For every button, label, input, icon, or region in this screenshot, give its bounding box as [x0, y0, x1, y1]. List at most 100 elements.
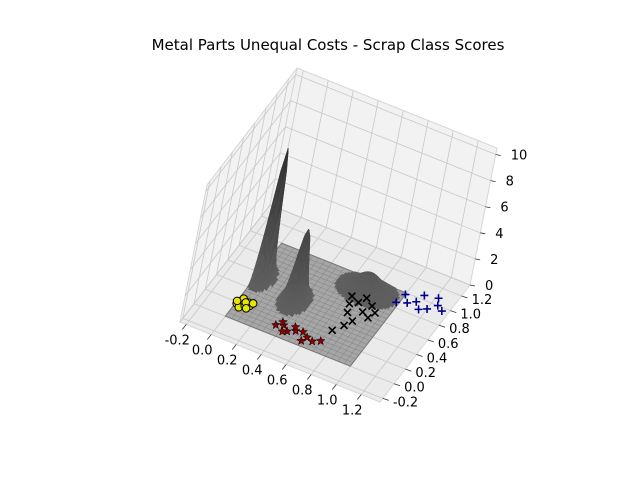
scatter-point [307, 336, 318, 346]
y-tick-label: 0.6 [438, 337, 459, 352]
y-tick-label: 1.2 [472, 293, 493, 308]
grid-line [184, 178, 276, 297]
scatter-point [339, 321, 349, 330]
y-tick-label: 0.8 [449, 322, 470, 337]
scatter-point [423, 304, 432, 313]
scatter-point [302, 332, 312, 342]
grid-line [182, 317, 383, 399]
grid-line [375, 110, 404, 248]
grid-line [450, 140, 479, 278]
grid-line [274, 178, 476, 260]
grid-line [189, 152, 281, 271]
grid-line [216, 137, 244, 275]
scatter-point [232, 296, 242, 306]
grid-line [182, 181, 211, 319]
y-tick-mark [405, 368, 412, 372]
grid-line [295, 74, 496, 155]
grid-line [238, 108, 267, 246]
grid-line [204, 152, 233, 290]
scatter-point [414, 305, 423, 314]
surface-patch [294, 310, 298, 316]
chart-title: Metal Parts Unequal Costs - Scrap Class … [152, 36, 505, 54]
grid-line [193, 166, 222, 304]
y-tick-label: 0.0 [404, 381, 425, 396]
surface-patch [270, 282, 274, 288]
x-tick-label: -0.2 [165, 334, 190, 349]
x-tick-mark [256, 354, 262, 360]
y-tick-mark [427, 339, 434, 343]
z-tick-mark [490, 180, 496, 183]
y-tick-mark [450, 310, 457, 313]
scatter-point [367, 302, 377, 311]
scatter-point [433, 301, 442, 310]
scatter-point [401, 290, 410, 299]
grid-line [261, 215, 462, 297]
score-surface [246, 147, 401, 318]
y-tick-mark [461, 295, 468, 299]
y-tick-mark [416, 354, 423, 357]
grid-line [200, 100, 291, 218]
grid-line [300, 80, 329, 218]
y-tick-label: 0.4 [427, 351, 448, 366]
surface-patch [254, 288, 258, 294]
surface-patch [302, 308, 306, 313]
y-tick-label: -0.2 [393, 395, 418, 410]
floor-grid-line [350, 292, 407, 367]
grid-line [195, 126, 286, 244]
y-tick-mark [438, 324, 446, 328]
grid-line [360, 277, 452, 395]
scatter-point [290, 325, 301, 336]
scatter-point [403, 298, 412, 307]
grid-line [179, 204, 271, 323]
surface-patch [257, 287, 261, 293]
grid-line [325, 90, 354, 228]
scatter-point [370, 308, 380, 318]
x-tick-mark [331, 384, 337, 390]
z-tick-label: 8 [506, 175, 514, 190]
x-tick-mark [356, 394, 362, 400]
surface-patch [290, 313, 294, 318]
z-tick-mark [485, 206, 491, 209]
scatter-point [298, 326, 308, 337]
surface-patch [383, 306, 387, 310]
scatter-point [290, 321, 301, 332]
y-tick-label: 1.0 [460, 308, 481, 323]
scatter-point [412, 297, 421, 306]
scatter-point [420, 291, 429, 300]
grid-line [261, 78, 289, 217]
floor-grid-line [258, 272, 385, 323]
scatter-point [277, 326, 288, 336]
surface-patch [285, 312, 289, 317]
y-tick-label: 0.2 [415, 366, 436, 381]
z-tick-label: 4 [495, 227, 503, 242]
y-tick-mark [393, 383, 401, 387]
z-tick-label: 0 [485, 279, 493, 294]
scatter-point [362, 294, 371, 303]
grid-line [425, 130, 454, 268]
grid-line [400, 120, 429, 258]
y-tick-mark [382, 397, 389, 401]
surface-patch [264, 286, 268, 292]
z-tick-label: 6 [500, 201, 508, 216]
axis-ticks: -0.20.00.20.40.60.81.01.2-0.20.00.20.40.… [165, 149, 528, 419]
surface-patch [390, 304, 394, 308]
x-tick-label: 0.2 [217, 354, 238, 369]
surface-patch [386, 305, 390, 310]
floor-grid-line [253, 279, 379, 330]
x-tick-label: 1.2 [342, 404, 363, 419]
grid-line [205, 74, 297, 192]
z-tick-mark [469, 284, 476, 287]
scatter-point [248, 299, 258, 308]
scatter-points [232, 290, 446, 346]
scatter-point [437, 307, 446, 316]
z-tick-mark [475, 258, 481, 261]
x-tick-mark [306, 374, 312, 380]
x-tick-label: 0.0 [192, 344, 213, 359]
grid-line [185, 207, 277, 325]
floor-grid-line [261, 268, 387, 319]
x-tick-mark [231, 344, 237, 350]
grid-line [227, 122, 256, 260]
floor-grid-line [256, 275, 382, 327]
grid-line [249, 93, 278, 231]
